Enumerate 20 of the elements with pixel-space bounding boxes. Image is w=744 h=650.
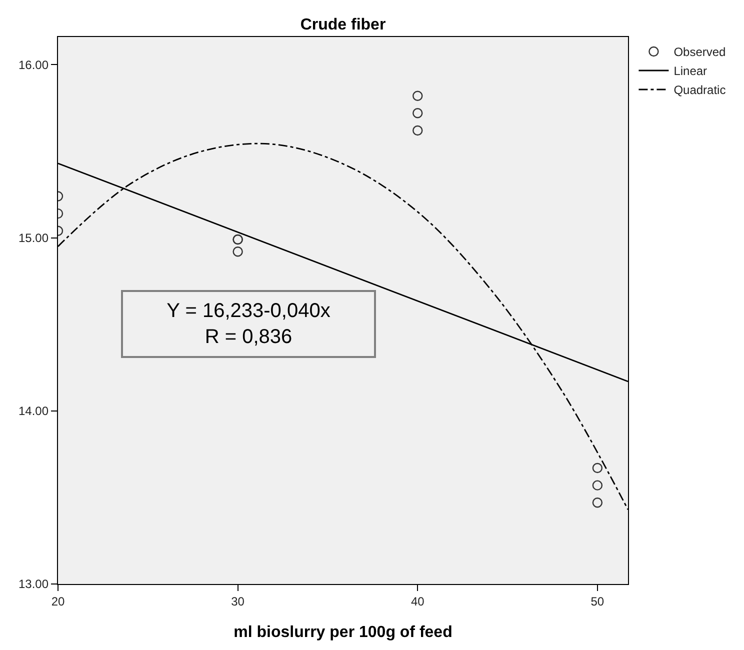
x-tick-label: 30 xyxy=(231,594,245,608)
point xyxy=(412,90,423,101)
point xyxy=(592,462,603,474)
point xyxy=(412,108,423,118)
chart-title: Crude fiber xyxy=(300,16,386,34)
x-tick-label: 40 xyxy=(410,594,425,608)
y-tick-label: 14.00 xyxy=(18,404,49,418)
annotation: Y = 16,233-0,040x R = 0,836 xyxy=(166,300,330,348)
y-tick-label: 16.00 xyxy=(18,58,49,72)
point xyxy=(592,480,603,490)
x-tick-label: 20 xyxy=(51,594,65,608)
legend-label: Observed xyxy=(674,45,726,60)
point xyxy=(592,498,603,508)
point xyxy=(412,125,423,136)
legend-label: Quadratic xyxy=(674,83,726,98)
x-axis-title: ml bioslurry per 100g of feed xyxy=(234,624,452,642)
y-tick-label: 13.00 xyxy=(18,577,49,592)
y-tick-label: 15.00 xyxy=(18,231,49,245)
legend-label: Linear xyxy=(674,64,708,78)
x-tick-label: 50 xyxy=(590,594,604,608)
